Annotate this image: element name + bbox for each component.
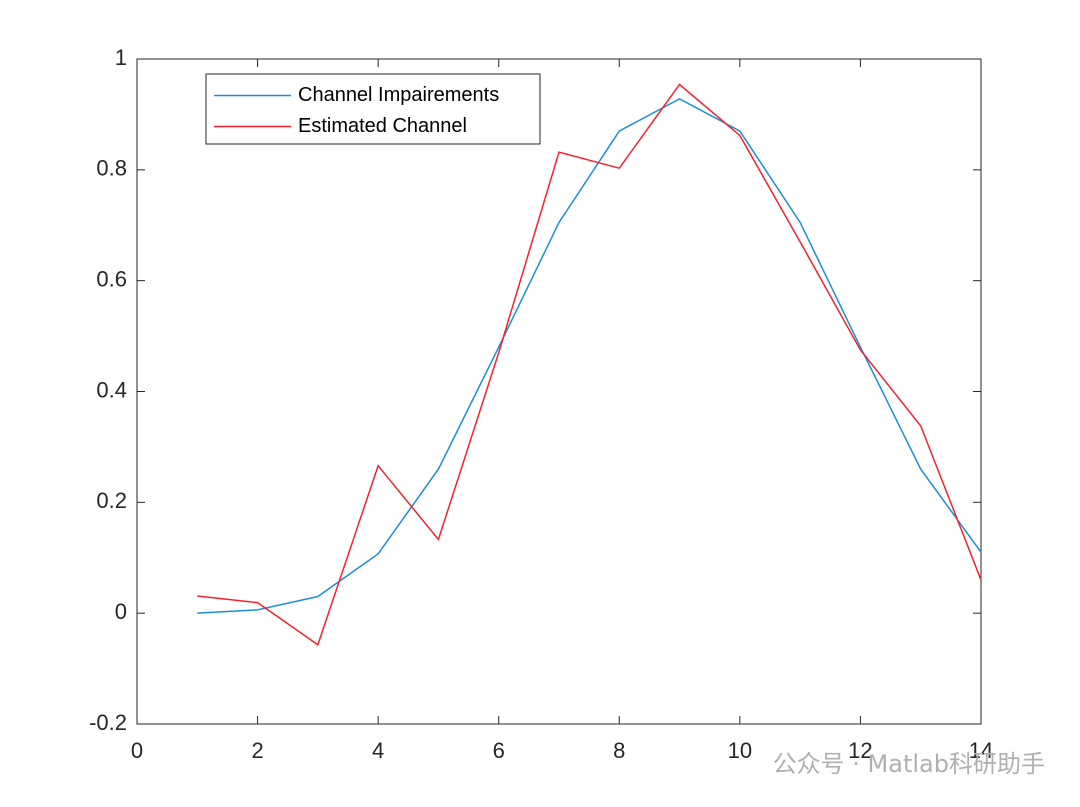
x-tick-label: 14 — [969, 738, 993, 763]
y-tick-label: 0.4 — [96, 377, 127, 402]
x-tick-label: 8 — [613, 738, 625, 763]
legend-label: Estimated Channel — [298, 115, 467, 137]
x-tick-label: 12 — [848, 738, 872, 763]
y-tick-label: 0.8 — [96, 156, 127, 181]
legend-box — [205, 73, 541, 145]
series-line — [197, 83, 982, 646]
y-tick-label: 0.2 — [96, 488, 127, 513]
x-tick-label: 0 — [131, 738, 143, 763]
x-tick-label: 6 — [493, 738, 505, 763]
x-tick-label: 4 — [372, 738, 384, 763]
x-tick-label: 10 — [728, 738, 752, 763]
y-tick-label: 0 — [115, 599, 127, 624]
x-tick-label: 2 — [251, 738, 263, 763]
y-tick-label: 0.6 — [96, 266, 127, 291]
y-tick-label: 1 — [115, 45, 127, 70]
legend-label: Channel Impairements — [298, 84, 499, 106]
watermark: 公众号 · Matlab科研助手 — [773, 750, 1045, 778]
series-line — [197, 98, 982, 614]
y-tick-label: -0.2 — [89, 710, 127, 735]
axes-box — [136, 58, 982, 725]
